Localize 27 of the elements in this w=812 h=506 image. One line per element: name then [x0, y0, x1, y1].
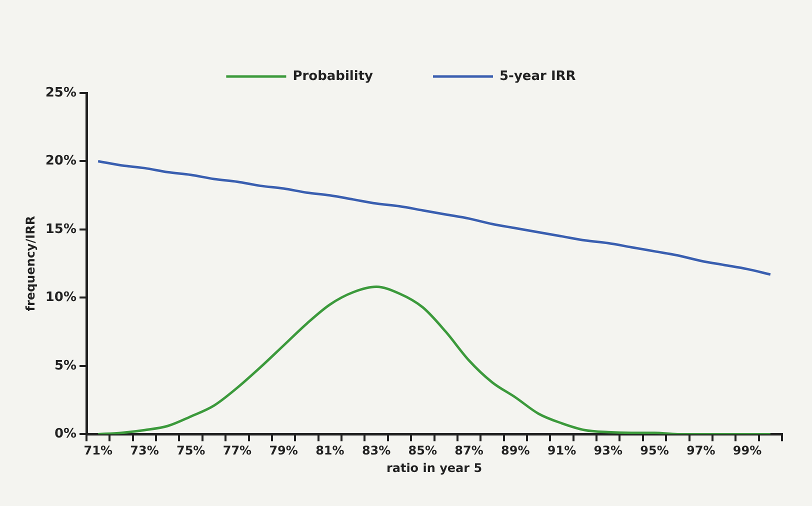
line-series	[96, 286, 772, 434]
y-tick-label: 20%	[45, 154, 77, 169]
legend-label: Probability	[292, 68, 374, 84]
x-tick-label: 93%	[594, 444, 622, 458]
x-tick-label: 89%	[501, 444, 530, 458]
y-tick-label: 5%	[54, 358, 77, 374]
x-tick-label: 95%	[640, 444, 669, 458]
y-tick-label: 25%	[45, 85, 77, 100]
y-tick-label: 15%	[45, 222, 77, 237]
x-tick-label: 97%	[686, 444, 716, 458]
x-tick-label: 71%	[84, 444, 112, 458]
line-series	[96, 160, 772, 276]
x-tick-label: 81%	[316, 444, 344, 458]
x-tick-label: 83%	[362, 444, 391, 458]
x-tick-label: 99%	[732, 444, 762, 458]
y-axis-title: frequency/IRR	[23, 216, 38, 312]
x-tick-label: 91%	[547, 444, 576, 458]
y-tick-label: 0%	[54, 426, 77, 442]
x-tick-label: 85%	[408, 444, 438, 458]
legend-label: 5-year IRR	[500, 68, 576, 84]
y-tick-label: 10%	[45, 290, 77, 306]
x-tick-label: 87%	[454, 444, 484, 458]
x-tick-label: 75%	[176, 444, 206, 458]
x-tick-label: 77%	[222, 444, 252, 458]
x-axis-title: ratio in year 5	[386, 460, 482, 475]
x-tick-label: 73%	[130, 444, 159, 458]
x-tick-label: 79%	[269, 444, 298, 458]
